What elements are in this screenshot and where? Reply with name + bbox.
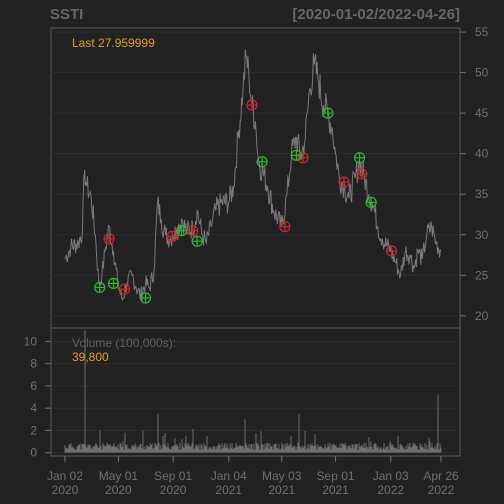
volume-tick-label: 8 xyxy=(30,357,37,371)
buy-signal-marker xyxy=(107,277,120,290)
date-tick-year: 2020 xyxy=(52,483,79,497)
date-tick-label: Sep 01 xyxy=(154,469,192,483)
price-tick-label: 50 xyxy=(475,66,489,80)
date-tick-year: 2021 xyxy=(215,483,242,497)
buy-signal-marker xyxy=(353,152,366,164)
sell-signal-marker xyxy=(279,221,291,233)
volume-bars xyxy=(64,330,442,453)
date-tick-label: Jan 02 xyxy=(47,469,83,483)
date-tick-label: Sep 01 xyxy=(317,469,355,483)
signal-markers xyxy=(94,99,398,304)
volume-tick-label: 10 xyxy=(24,334,38,348)
buy-signal-marker xyxy=(290,149,302,161)
price-gridlines xyxy=(51,31,460,317)
price-series-line xyxy=(64,49,442,301)
chart-date-range: [2020-01-02/2022-04-26] xyxy=(292,6,460,23)
date-tick-year: 2020 xyxy=(105,483,132,497)
volume-tick-label: 0 xyxy=(30,446,37,460)
volume-tick-label: 6 xyxy=(30,379,37,393)
buy-signal-marker xyxy=(256,156,268,168)
chart-symbol-title: SSTI xyxy=(50,6,83,23)
price-axis: 20 25 30 35 40 45 50 55 xyxy=(460,25,489,323)
date-tick-label: May 01 xyxy=(99,469,139,483)
sell-signal-marker xyxy=(297,152,309,164)
price-tick-label: 20 xyxy=(475,309,489,323)
sell-signal-marker xyxy=(103,233,115,245)
price-tick-label: 30 xyxy=(475,228,489,242)
price-tick-label: 45 xyxy=(475,106,489,120)
buy-signal-marker xyxy=(139,292,152,304)
date-tick-year: 2022 xyxy=(428,483,455,497)
volume-tick-label: 4 xyxy=(30,401,37,415)
date-tick-label: Jan 04 xyxy=(211,469,247,483)
sell-signal-marker xyxy=(187,225,199,237)
date-tick-year: 2020 xyxy=(160,483,187,497)
volume-panel xyxy=(50,327,461,457)
volume-label: Volume (100,000s): xyxy=(72,336,176,350)
buy-signal-marker xyxy=(175,225,188,237)
sell-signal-marker xyxy=(338,176,350,188)
date-tick-year: 2022 xyxy=(377,483,404,497)
date-tick-label: Apr 26 xyxy=(423,469,459,483)
sell-signal-marker xyxy=(166,230,178,242)
date-tick-label: May 03 xyxy=(262,469,302,483)
last-price-label: Last 27.959999 xyxy=(72,36,155,50)
volume-tick-label: 2 xyxy=(30,423,37,437)
price-tick-label: 40 xyxy=(475,147,489,161)
buy-signal-marker xyxy=(191,235,203,247)
buy-signal-marker xyxy=(365,196,377,208)
price-tick-label: 55 xyxy=(475,25,489,39)
date-tick-label: Jan 03 xyxy=(373,469,409,483)
price-tick-label: 25 xyxy=(475,268,489,282)
sell-signal-marker xyxy=(356,168,368,180)
buy-signal-marker xyxy=(94,281,106,294)
volume-last-value: 39,800 xyxy=(72,350,109,364)
sell-signal-marker xyxy=(119,283,131,295)
date-tick-year: 2021 xyxy=(268,483,295,497)
sell-signal-marker xyxy=(386,245,398,257)
volume-axis: 0 2 4 6 8 10 xyxy=(24,334,51,460)
sell-signal-marker xyxy=(246,99,258,111)
price-tick-label: 35 xyxy=(475,187,489,201)
buy-signal-marker xyxy=(322,107,334,119)
date-tick-year: 2021 xyxy=(322,483,349,497)
